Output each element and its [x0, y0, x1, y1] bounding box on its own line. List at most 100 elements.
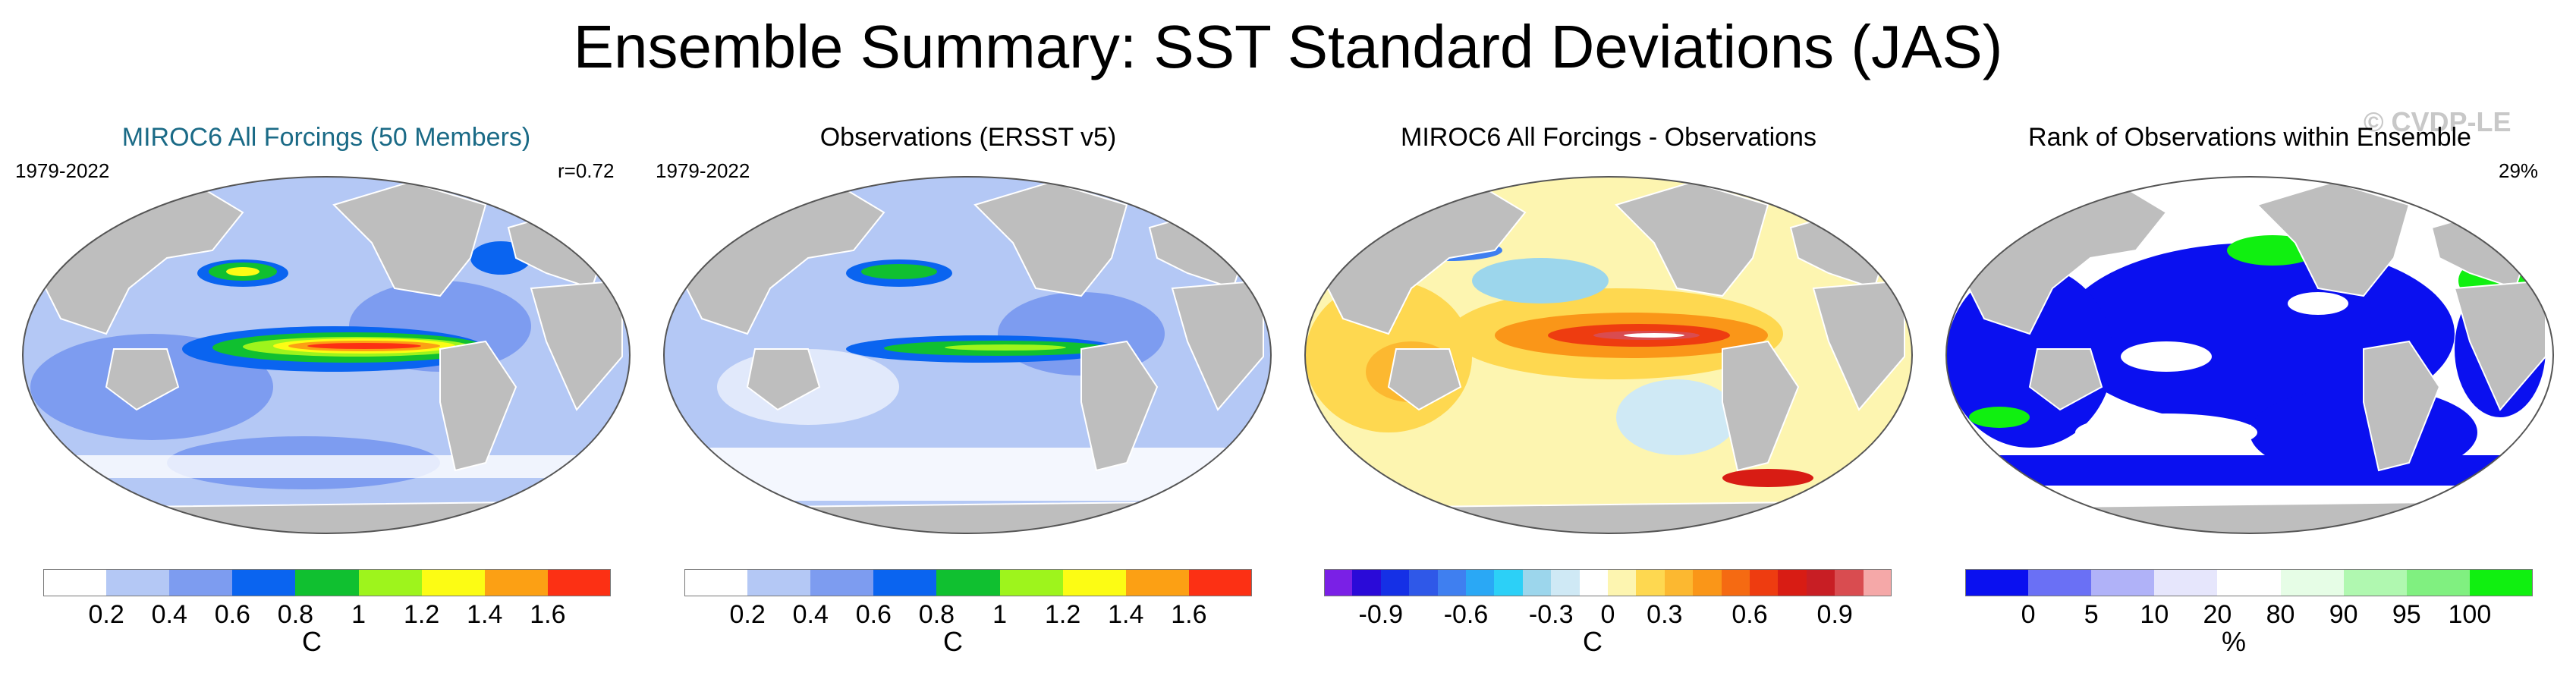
colorbar-segment [169, 569, 233, 596]
colorbar-rank [1965, 569, 2534, 596]
colorbar-segment [2028, 569, 2092, 596]
colorbar-segment [1721, 569, 1750, 596]
main-title: Ensemble Summary: SST Standard Deviation… [573, 13, 2003, 80]
colorbar-tick-label: 0.2 [729, 600, 766, 629]
colorbar-unit-label: % [2221, 626, 2247, 657]
panel-3-title: MIROC6 All Forcings - Observations [1401, 123, 1816, 152]
colorbar-tick-label: 1.2 [404, 600, 440, 629]
colorbar-segment [43, 569, 107, 596]
colorbar-segment [2343, 569, 2408, 596]
colorbar-tick-label: 1 [992, 600, 1008, 629]
colorbar-tick-label: -0.9 [1358, 600, 1404, 629]
colorbar-segment [1352, 569, 1382, 596]
colorbar-tick-label: 1.6 [530, 600, 566, 629]
map-observed-sd [663, 176, 1272, 534]
colorbar-segment [1551, 569, 1581, 596]
panel-2-period: 1979-2022 [656, 159, 750, 182]
colorbar-tick-label: 1.4 [467, 600, 503, 629]
colorbar-tick-label: 100 [2448, 600, 2492, 629]
colorbar-segment [1466, 569, 1495, 596]
panel-2-title: Observations (ERSST v5) [819, 123, 1117, 152]
colorbar-tick-label: 10 [2140, 600, 2169, 629]
colorbar-tick-label: 80 [2266, 600, 2295, 629]
colorbar-segment [1380, 569, 1410, 596]
colorbar-tick-label: 5 [2084, 600, 2099, 629]
colorbar-unit-label: C [302, 626, 322, 657]
colorbar-segment [936, 569, 1001, 596]
colorbar-tick-label: 0 [2021, 600, 2036, 629]
colorbar-segment [232, 569, 296, 596]
colorbar-tick-label: 1.2 [1045, 600, 1081, 629]
colorbar-tick-label: 0.3 [1647, 600, 1683, 629]
colorbar-segment [295, 569, 360, 596]
colorbar-segment [1965, 569, 2029, 596]
colorbar-unit-label: C [943, 626, 963, 657]
colorbar-segment [1522, 569, 1552, 596]
watermark: © CVDP-LE [2364, 106, 2512, 137]
panel-4-title: Rank of Observations within Ensemble [2028, 123, 2471, 152]
colorbar-segment [810, 569, 874, 596]
colorbar-segment [1188, 569, 1253, 596]
colorbar-segment [1579, 569, 1609, 596]
colorbar-segment [1409, 569, 1439, 596]
colorbar-unit-label: C [1583, 626, 1603, 657]
colorbar-segment [1835, 569, 1864, 596]
colorbar-segment [873, 569, 937, 596]
colorbar-segment [106, 569, 170, 596]
colorbar-segment [1863, 569, 1892, 596]
colorbar-segment [1806, 569, 1835, 596]
colorbar-segment [1062, 569, 1127, 596]
colorbar-segment [358, 569, 423, 596]
colorbar-tick-label: 0.9 [1816, 600, 1853, 629]
panel-4-stat: 29% [2499, 159, 2539, 182]
colorbar-segment [1494, 569, 1524, 596]
map-rank [1945, 176, 2554, 534]
colorbar-tick-label: 0.6 [214, 600, 250, 629]
colorbar-segment [999, 569, 1064, 596]
colorbar-tick-label: 0 [1600, 600, 1615, 629]
colorbar-tick-label: 0.6 [855, 600, 892, 629]
colorbar-segment [1778, 569, 1807, 596]
colorbar-tick-label: 1.6 [1171, 600, 1207, 629]
colorbar-segment [747, 569, 811, 596]
colorbar-difference [1324, 569, 1892, 596]
colorbar-segment [2469, 569, 2534, 596]
colorbar-tick-label: 0.4 [151, 600, 187, 629]
colorbar-segment [1636, 569, 1665, 596]
colorbar-segment [2406, 569, 2471, 596]
colorbar-tick-label: 0.2 [88, 600, 124, 629]
map-model-sd [22, 176, 631, 534]
colorbar-segment [1125, 569, 1190, 596]
colorbar-segment [684, 569, 748, 596]
colorbar-segment [1693, 569, 1722, 596]
colorbar-tick-label: -0.3 [1528, 600, 1574, 629]
colorbar-segment [2091, 569, 2155, 596]
colorbar-segment [2217, 569, 2282, 596]
colorbar-segment [1324, 569, 1353, 596]
panel-1-title[interactable]: MIROC6 All Forcings (50 Members) [121, 123, 531, 152]
colorbar-tick-label: 20 [2203, 600, 2232, 629]
map-difference [1304, 176, 1913, 534]
colorbar-tick-label: 0.6 [1731, 600, 1768, 629]
colorbar-tick-label: 1.4 [1108, 600, 1144, 629]
colorbar-tick-label: 0.8 [277, 600, 314, 629]
colorbar-segment [2154, 569, 2218, 596]
colorbar-segment [1608, 569, 1637, 596]
colorbar-segment [1437, 569, 1467, 596]
colorbar-segment [1664, 569, 1694, 596]
colorbar-segment [484, 569, 549, 596]
colorbar-segment [1750, 569, 1779, 596]
colorbar-tick-label: 95 [2392, 600, 2421, 629]
colorbar-tick-label: 90 [2329, 600, 2358, 629]
colorbar-tick-label: -0.6 [1443, 600, 1489, 629]
colorbar-tick-label: 0.4 [792, 600, 829, 629]
colorbar-observed-sd [684, 569, 1253, 596]
colorbar-tick-label: 0.8 [918, 600, 955, 629]
colorbar-tick-label: 1 [351, 600, 366, 629]
colorbar-segment [421, 569, 486, 596]
panel-1-period: 1979-2022 [15, 159, 110, 182]
colorbar-segment [2280, 569, 2345, 596]
panel-1-stat: r=0.72 [558, 159, 615, 182]
colorbar-segment [547, 569, 612, 596]
colorbar-model-sd [43, 569, 612, 596]
